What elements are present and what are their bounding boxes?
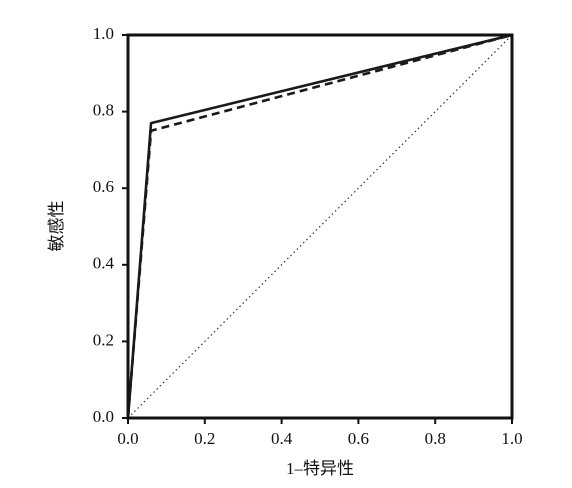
y-tick-label: 0.6 (93, 177, 114, 196)
y-axis-label: 敏感性 (47, 201, 66, 252)
y-tick-label: 0.0 (93, 407, 114, 426)
x-tick-label: 0.8 (425, 429, 446, 448)
y-tick-label: 0.2 (93, 330, 114, 349)
x-tick-label: 0.0 (117, 429, 138, 448)
x-tick-label: 0.4 (271, 429, 293, 448)
roc-line (126, 33, 513, 419)
y-tick-label: 1.0 (93, 24, 114, 43)
x-tick-label: 1.0 (501, 429, 522, 448)
x-tick-label: 0.2 (194, 429, 215, 448)
x-tick-label: 0.6 (348, 429, 369, 448)
y-tick-label: 0.4 (93, 254, 115, 273)
plot-frame (126, 33, 514, 420)
roc-line (127, 34, 513, 419)
y-tick-label: 0.8 (93, 101, 114, 120)
x-axis-label: 1–特异性 (286, 459, 354, 478)
